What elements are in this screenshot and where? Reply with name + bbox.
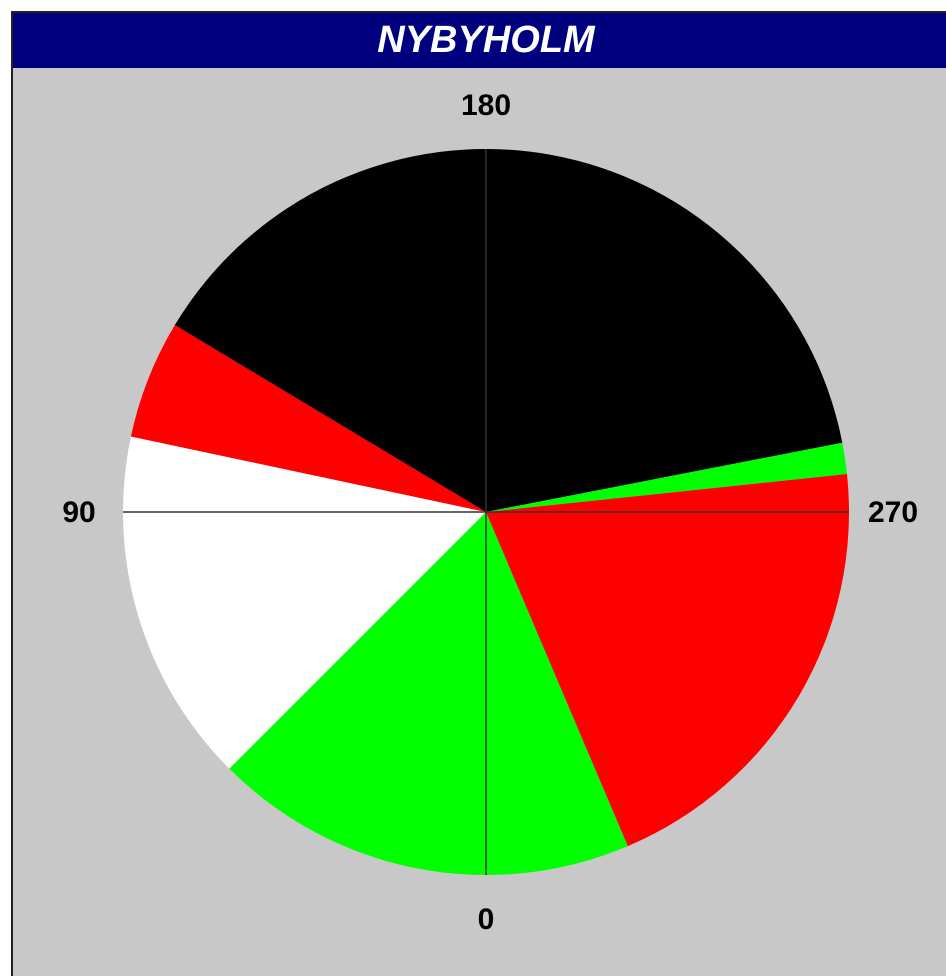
sector [174, 148, 843, 513]
sectors [123, 148, 850, 875]
tick-label: 180 [461, 89, 511, 122]
tick-label: 0 [478, 903, 495, 936]
sector [486, 474, 850, 847]
sector [229, 512, 628, 875]
title-bar [13, 13, 946, 68]
sector [123, 436, 486, 769]
sector [486, 442, 848, 512]
sector [130, 325, 486, 512]
chart-title: NYBYHOLM [377, 19, 596, 61]
axes: 0 90 180 270 [62, 89, 918, 936]
tick-label: 90 [62, 496, 95, 529]
tick-label: 270 [868, 496, 918, 529]
